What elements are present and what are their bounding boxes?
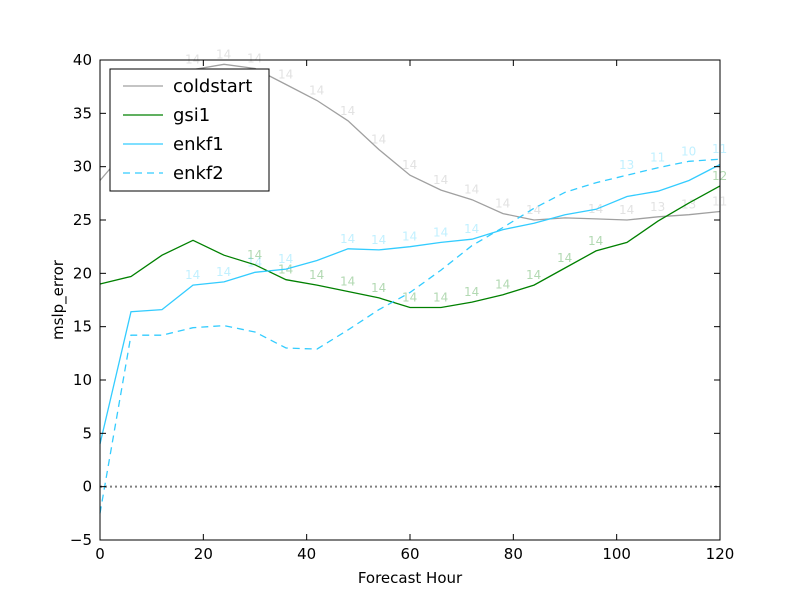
x-axis-title: Forecast Hour	[358, 569, 463, 587]
series-line-gsi1	[99, 185, 721, 309]
point-count-label: 14	[433, 225, 448, 239]
point-count-label: 14	[371, 133, 386, 147]
x-tick-label: 40	[297, 545, 316, 563]
x-tick-label: 60	[400, 545, 419, 563]
y-tick-label: 15	[73, 318, 92, 336]
point-count-label: 14	[309, 84, 324, 98]
y-tick-label: 25	[73, 211, 92, 229]
x-tick-label: 100	[602, 545, 631, 563]
point-count-label: 14	[340, 274, 355, 288]
point-count-label: 14	[495, 197, 510, 211]
legend-label-coldstart: coldstart	[173, 76, 252, 97]
y-tick-label: 20	[73, 264, 92, 282]
point-count-label: 14	[526, 203, 541, 217]
point-count-label: 14	[247, 52, 262, 66]
point-count-label: 14	[185, 268, 200, 282]
x-tick-label: 80	[504, 545, 523, 563]
x-tick-label: 120	[706, 545, 735, 563]
legend-label-gsi1: gsi1	[173, 105, 210, 126]
legend-box	[109, 68, 270, 192]
point-count-label: 14	[278, 252, 293, 266]
point-count-label: 14	[495, 278, 510, 292]
point-count-label: 14	[340, 232, 355, 246]
y-tick-label: 0	[82, 478, 92, 496]
point-count-label: 11	[650, 151, 665, 165]
point-count-label: 14	[433, 290, 448, 304]
point-count-label: 10	[681, 144, 696, 158]
series-line-coldstart	[99, 63, 721, 221]
legend: coldstart gsi1 enkf1 enkf2	[109, 68, 270, 192]
point-count-label: 14	[216, 265, 231, 279]
point-count-label: 14	[402, 290, 417, 304]
point-count-label: 14	[588, 234, 603, 248]
point-count-label: 14	[278, 68, 293, 82]
y-tick-label: 5	[82, 424, 92, 442]
point-count-label: 14	[464, 285, 479, 299]
point-count-label: 14	[526, 268, 541, 282]
point-count-label: 14	[557, 251, 572, 265]
point-count-label: 14	[464, 222, 479, 236]
point-count-label: 14	[464, 183, 479, 197]
point-count-label: 14	[619, 203, 634, 217]
y-tick-label: 35	[73, 104, 92, 122]
plot-area: 14 14 14 14 14 14 14 14 14 14 14 14 14 14 13 13 11 14 14 14…	[99, 47, 727, 514]
y-tick-label: 10	[73, 371, 92, 389]
x-tick-label: 0	[95, 545, 105, 563]
legend-label-enkf2: enkf2	[173, 163, 224, 184]
point-count-label: 14	[402, 230, 417, 244]
series-line-enkf1	[99, 163, 721, 445]
y-tick-label: 30	[73, 158, 92, 176]
point-count-label: 13	[650, 200, 665, 214]
point-count-label: 14	[433, 173, 448, 187]
point-count-label: 14	[309, 268, 324, 282]
point-count-label: 14	[247, 248, 262, 262]
point-count-label: 14	[402, 158, 417, 172]
point-count-label: 13	[619, 158, 634, 172]
series-line-enkf2	[99, 158, 721, 514]
y-tick-label: 40	[73, 51, 92, 69]
legend-label-enkf1: enkf1	[173, 134, 224, 155]
point-count-label: 14	[371, 281, 386, 295]
y-tick-label: −5	[70, 531, 92, 549]
y-axis-title: mslp_error	[49, 259, 68, 340]
point-count-label: 14	[340, 104, 355, 118]
axes-frame	[99, 59, 721, 541]
point-count-label: 14	[371, 233, 386, 247]
point-count-label: 14	[216, 47, 231, 61]
x-tick-label: 20	[194, 545, 213, 563]
